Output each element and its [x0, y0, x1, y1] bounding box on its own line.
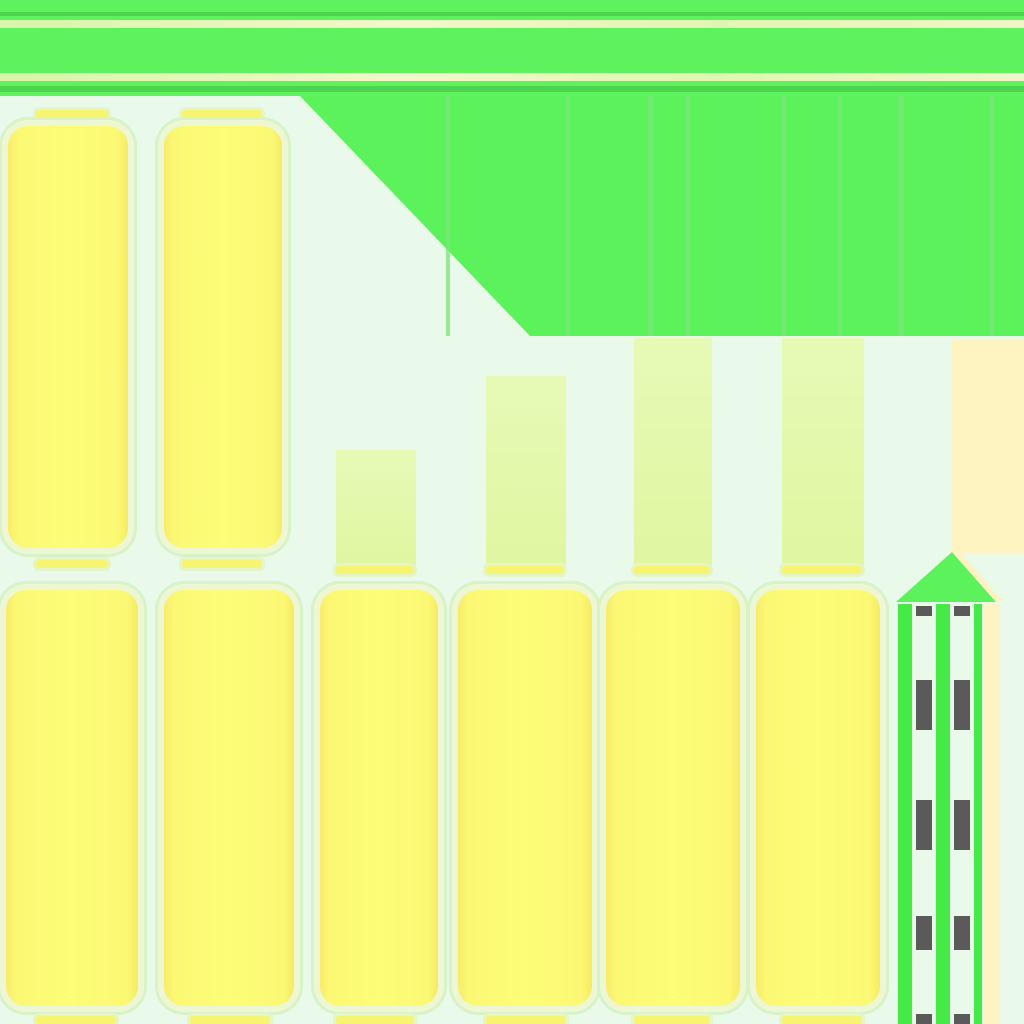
top-rail-lower: [0, 73, 1024, 81]
road-lane: [974, 604, 982, 1024]
tab: [190, 1016, 270, 1024]
road-dash: [916, 800, 932, 850]
tab: [36, 1016, 116, 1024]
yellow-panel: [6, 590, 138, 1006]
diagonal-mint-wedge: [280, 96, 530, 346]
road-lane: [898, 604, 912, 1024]
stripe-2: [486, 376, 566, 572]
vertical-line: [782, 96, 786, 336]
tab: [336, 1016, 414, 1024]
road-lane: [936, 604, 950, 1024]
road-shoulder: [984, 604, 1000, 1024]
stripe-1: [336, 450, 416, 572]
tab: [336, 566, 414, 574]
tab: [634, 1016, 710, 1024]
bottom-rail-shadow: [0, 86, 1024, 92]
road-dash: [954, 606, 970, 616]
road-taper: [896, 552, 1004, 602]
tab: [634, 566, 710, 574]
road-dash: [916, 916, 932, 950]
vertical-line: [838, 96, 842, 336]
yellow-panel: [164, 590, 294, 1006]
vertical-line: [686, 96, 690, 336]
yellow-panel: [756, 590, 880, 1006]
yellow-panel: [320, 590, 438, 1006]
stripe-4: [782, 338, 864, 572]
vertical-line: [446, 96, 450, 336]
road-dash: [954, 916, 970, 950]
tab: [182, 110, 262, 118]
yellow-panel: [8, 126, 128, 548]
top-rail-upper: [0, 20, 1024, 28]
vertical-line: [898, 96, 904, 336]
cream-stripe: [952, 340, 1024, 554]
stripe-3: [634, 338, 712, 572]
road-dash: [954, 800, 970, 850]
vertical-line: [990, 96, 994, 336]
vertical-line: [566, 96, 570, 336]
tab: [782, 1016, 862, 1024]
vertical-line: [648, 96, 654, 336]
yellow-panel: [164, 126, 282, 548]
top-rail-shadow: [0, 12, 1024, 16]
road-dash: [916, 606, 932, 616]
road-dash: [954, 680, 970, 730]
tab: [486, 566, 564, 574]
yellow-panel: [458, 590, 592, 1006]
tab: [782, 566, 862, 574]
road-dash: [916, 680, 932, 730]
road-dash: [916, 1014, 932, 1024]
tab: [182, 560, 262, 568]
road-dash: [954, 1014, 970, 1024]
tab: [36, 110, 108, 118]
tab: [486, 1016, 566, 1024]
tab: [36, 560, 108, 568]
yellow-panel: [606, 590, 740, 1006]
